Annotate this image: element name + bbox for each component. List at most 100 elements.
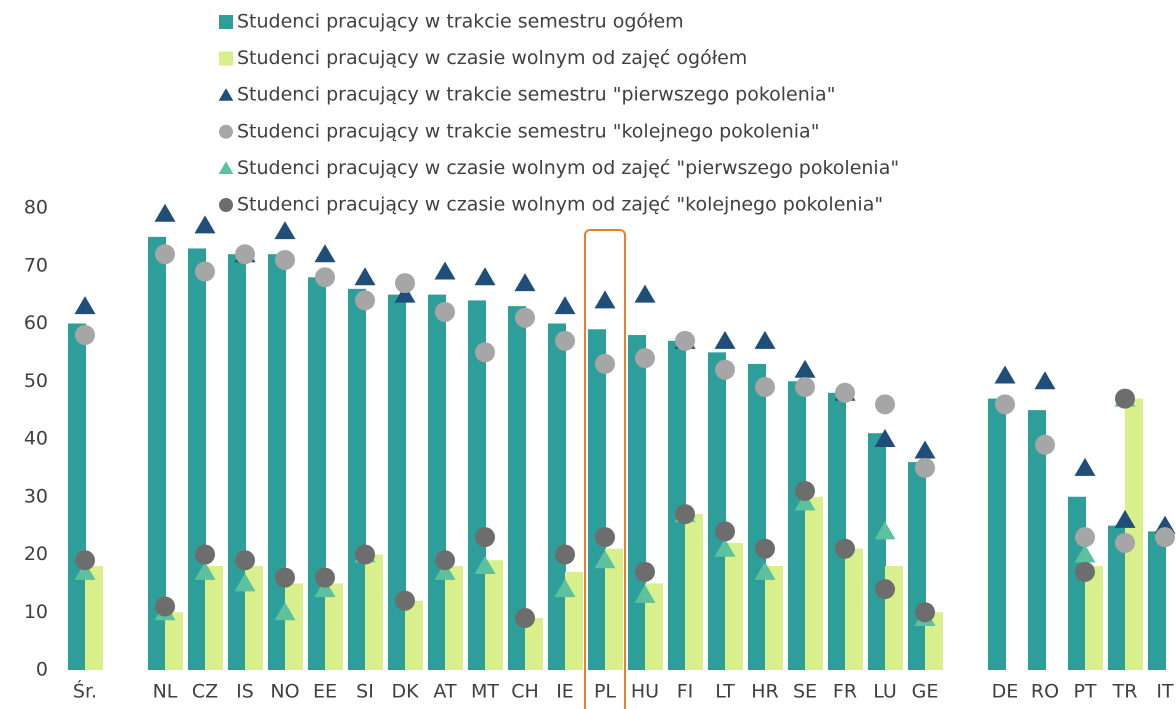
bar: [285, 583, 303, 670]
circle-marker: [235, 550, 255, 571]
bar: [428, 294, 446, 670]
circle-marker: [675, 330, 695, 351]
circle-marker: [515, 307, 535, 328]
circle-marker: [1115, 388, 1135, 409]
circle-marker: [515, 608, 535, 629]
x-tick-label: LT: [715, 681, 735, 703]
x-tick-label: PT: [1073, 681, 1096, 703]
bar: [1028, 410, 1046, 670]
x-tick-label: GE: [912, 681, 939, 703]
triangle-marker: [874, 429, 896, 447]
legend-swatch: [219, 124, 233, 139]
circle-marker: [155, 596, 175, 617]
legend-label: Studenci pracujący w trakcie semestru "p…: [237, 84, 835, 106]
x-tick-label: HU: [631, 681, 659, 703]
y-tick-label: 30: [24, 485, 48, 507]
circle-marker: [1075, 527, 1095, 548]
triangle-marker: [554, 296, 576, 315]
bar: [468, 300, 486, 670]
legend-swatch: [219, 51, 233, 66]
circle-marker: [1155, 527, 1175, 548]
bar: [508, 306, 526, 670]
bar: [405, 600, 423, 670]
triangle-marker: [594, 550, 616, 569]
triangle-marker: [434, 261, 456, 280]
circle-marker: [395, 590, 415, 611]
x-tick-label: SI: [356, 681, 374, 703]
triangle-marker: [634, 284, 656, 303]
legend-label: Studenci pracujący w czasie wolnym od za…: [237, 194, 883, 216]
highlight-box: [584, 229, 626, 709]
circle-marker: [875, 394, 895, 415]
triangle-marker: [554, 579, 576, 598]
bar: [788, 381, 806, 670]
bar: [868, 433, 886, 670]
x-tick-label: IS: [236, 681, 254, 703]
circle-marker: [435, 550, 455, 571]
x-tick-label: CH: [511, 681, 539, 703]
x-tick-label: NL: [153, 681, 178, 703]
x-tick-label: DK: [391, 681, 419, 703]
y-tick-label: 10: [24, 601, 48, 623]
bar: [725, 542, 743, 670]
triangle-marker: [194, 561, 216, 580]
x-tick-label: NO: [270, 681, 299, 703]
bar: [245, 566, 263, 670]
circle-marker: [355, 544, 375, 565]
bar: [325, 583, 343, 670]
circle-marker: [795, 377, 815, 398]
circle-marker: [595, 527, 615, 548]
circle-marker: [995, 394, 1015, 415]
circle-marker: [75, 550, 95, 571]
bar: [1108, 525, 1126, 670]
triangle-marker: [74, 296, 96, 315]
x-tick-label: AT: [433, 681, 457, 703]
bar: [485, 560, 503, 670]
legend-label: Studenci pracujący w czasie wolnym od za…: [237, 47, 747, 69]
x-tick-label: DE: [992, 681, 1019, 703]
bar: [685, 514, 703, 670]
triangle-marker: [634, 584, 656, 603]
bar: [1085, 566, 1103, 670]
triangle-marker: [194, 215, 216, 234]
legend-swatch: [218, 88, 234, 101]
circle-marker: [195, 261, 215, 282]
triangle-marker: [314, 244, 336, 263]
circle-marker: [275, 567, 295, 588]
circle-marker: [475, 342, 495, 363]
y-tick-label: 20: [24, 543, 48, 565]
circle-marker: [875, 579, 895, 600]
triangle-marker: [394, 284, 416, 303]
bar: [645, 583, 663, 670]
circle-marker: [675, 504, 695, 525]
circle-marker: [315, 267, 335, 288]
x-tick-label: RO: [1031, 681, 1059, 703]
y-tick-label: 0: [36, 659, 48, 681]
circle-marker: [395, 273, 415, 294]
circle-marker: [835, 382, 855, 403]
bar: [85, 566, 103, 670]
bar: [165, 612, 183, 670]
triangle-marker: [1114, 509, 1136, 528]
bar: [765, 566, 783, 670]
x-tick-label: MT: [471, 681, 499, 703]
x-tick-label: LU: [873, 681, 897, 703]
x-tick-label: EE: [313, 681, 337, 703]
legend-label: Studenci pracujący w czasie wolnym od za…: [237, 157, 899, 179]
triangle-marker: [154, 203, 176, 222]
legend-label: Studenci pracujący w trakcie semestru "k…: [237, 120, 819, 142]
x-tick-label: IT: [1156, 681, 1174, 703]
bar: [925, 612, 943, 670]
circle-marker: [1075, 561, 1095, 582]
triangle-marker: [794, 359, 816, 378]
x-tick-label: Śr.: [73, 679, 97, 703]
circle-marker: [915, 602, 935, 623]
bar: [548, 323, 566, 670]
y-tick-label: 60: [24, 312, 48, 334]
circle-marker: [635, 561, 655, 582]
circle-marker: [315, 567, 335, 588]
circle-marker: [235, 244, 255, 265]
bar: [525, 618, 543, 670]
circle-marker: [475, 527, 495, 548]
